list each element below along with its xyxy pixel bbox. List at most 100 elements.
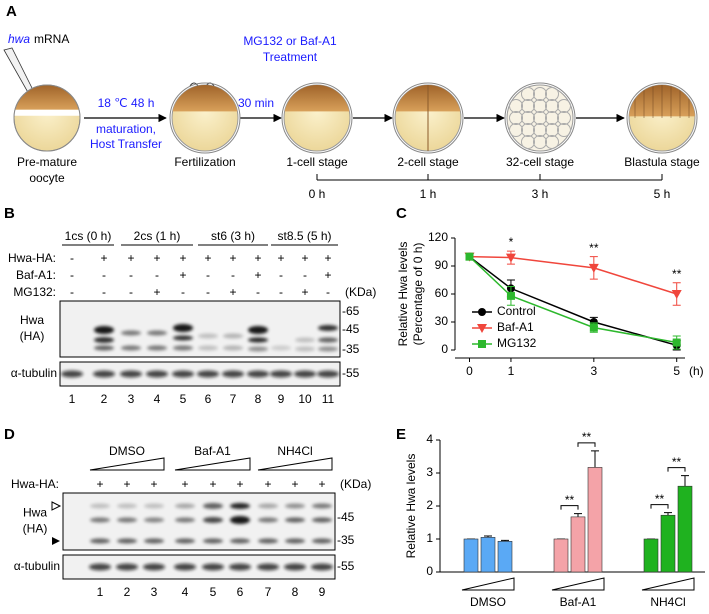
blot-label: (HA) bbox=[20, 329, 45, 343]
outline bbox=[626, 82, 698, 154]
sign: - bbox=[70, 285, 74, 299]
band bbox=[295, 346, 315, 352]
mw-marker: -45 bbox=[337, 510, 355, 524]
sign: + bbox=[264, 477, 271, 491]
band bbox=[230, 538, 250, 544]
animal-pole bbox=[14, 85, 80, 110]
y-axis-label: Relative Hwa levels bbox=[396, 242, 410, 347]
x-tick-label: 5 bbox=[673, 364, 680, 378]
band bbox=[90, 503, 110, 509]
unit-label: (KDa) bbox=[345, 285, 376, 299]
sign: + bbox=[291, 477, 298, 491]
band bbox=[248, 346, 268, 352]
row-label: Hwa-HA: bbox=[11, 477, 59, 491]
sign: + bbox=[254, 251, 261, 265]
x-unit-label: (h) bbox=[689, 364, 704, 378]
animal-pole bbox=[284, 85, 350, 112]
row-label: MG132: bbox=[13, 285, 56, 299]
y-tick-label: 0 bbox=[426, 564, 433, 578]
bar bbox=[570, 516, 586, 573]
band bbox=[144, 538, 164, 544]
panel-label: C bbox=[396, 205, 407, 222]
band bbox=[258, 503, 278, 509]
band bbox=[203, 517, 223, 523]
band bbox=[248, 337, 268, 343]
band bbox=[223, 333, 243, 339]
dose-wedge bbox=[641, 577, 695, 591]
embryo bbox=[392, 82, 464, 154]
outline bbox=[392, 82, 464, 154]
mw-marker: -35 bbox=[337, 533, 355, 547]
blot-label: Hwa bbox=[23, 506, 47, 520]
sign: + bbox=[229, 251, 236, 265]
band bbox=[318, 325, 338, 331]
band bbox=[90, 517, 110, 523]
transfer-text: Host Transfer bbox=[90, 137, 162, 151]
bracket bbox=[650, 504, 669, 509]
band bbox=[248, 326, 268, 334]
band bbox=[94, 345, 114, 351]
sign: + bbox=[301, 251, 308, 265]
sign: + bbox=[324, 268, 331, 282]
lane-number: 3 bbox=[128, 392, 135, 406]
band bbox=[270, 370, 292, 378]
lane-number: 5 bbox=[180, 392, 187, 406]
dose-wedge bbox=[461, 577, 515, 591]
band bbox=[143, 563, 165, 571]
sign: - bbox=[129, 285, 133, 299]
cell bbox=[533, 135, 547, 149]
sign: + bbox=[229, 285, 236, 299]
band bbox=[173, 335, 193, 341]
lane-number: 5 bbox=[210, 585, 217, 599]
unit-label: (KDa) bbox=[340, 477, 371, 491]
stage-label: Blastula stage bbox=[624, 155, 700, 169]
band bbox=[116, 563, 138, 571]
group-label: st8.5 (5 h) bbox=[277, 229, 331, 243]
y-tick-label: 120 bbox=[428, 230, 448, 244]
sign: - bbox=[326, 285, 330, 299]
bar bbox=[553, 538, 569, 573]
group-label: 1cs (0 h) bbox=[65, 229, 112, 243]
band bbox=[223, 345, 243, 351]
cell bbox=[521, 123, 535, 137]
dose-wedge bbox=[257, 457, 333, 471]
lane-number: 9 bbox=[319, 585, 326, 599]
legend-marker bbox=[478, 308, 486, 316]
band bbox=[257, 563, 279, 571]
sign: - bbox=[129, 268, 133, 282]
group-label: DMSO bbox=[109, 444, 145, 458]
sign: - bbox=[70, 251, 74, 265]
series-line bbox=[468, 256, 677, 344]
embryo bbox=[281, 82, 353, 154]
band bbox=[61, 370, 83, 378]
outline bbox=[504, 82, 576, 154]
sign: + bbox=[100, 251, 107, 265]
error-bar bbox=[664, 512, 672, 516]
lane-number: 8 bbox=[292, 585, 299, 599]
band bbox=[202, 563, 224, 571]
band bbox=[14, 109, 80, 116]
band bbox=[117, 503, 137, 509]
cell bbox=[509, 111, 523, 125]
significance: ** bbox=[672, 455, 682, 469]
band bbox=[198, 333, 218, 339]
point bbox=[588, 263, 599, 273]
band bbox=[203, 503, 223, 509]
band bbox=[121, 345, 141, 351]
panel-label: B bbox=[4, 205, 15, 222]
blot-label: (HA) bbox=[23, 522, 48, 536]
band bbox=[147, 330, 167, 336]
legend-label: Baf-A1 bbox=[497, 320, 534, 334]
band bbox=[174, 563, 196, 571]
error-bar bbox=[574, 513, 582, 517]
band bbox=[197, 370, 219, 378]
time-label: 0 h bbox=[309, 187, 326, 201]
band bbox=[222, 370, 244, 378]
significance: * bbox=[509, 235, 514, 249]
lane-number: 6 bbox=[205, 392, 212, 406]
point bbox=[506, 291, 515, 300]
mw-marker: -55 bbox=[342, 366, 360, 380]
band bbox=[144, 517, 164, 523]
pipette bbox=[3, 47, 35, 97]
sign: + bbox=[179, 268, 186, 282]
